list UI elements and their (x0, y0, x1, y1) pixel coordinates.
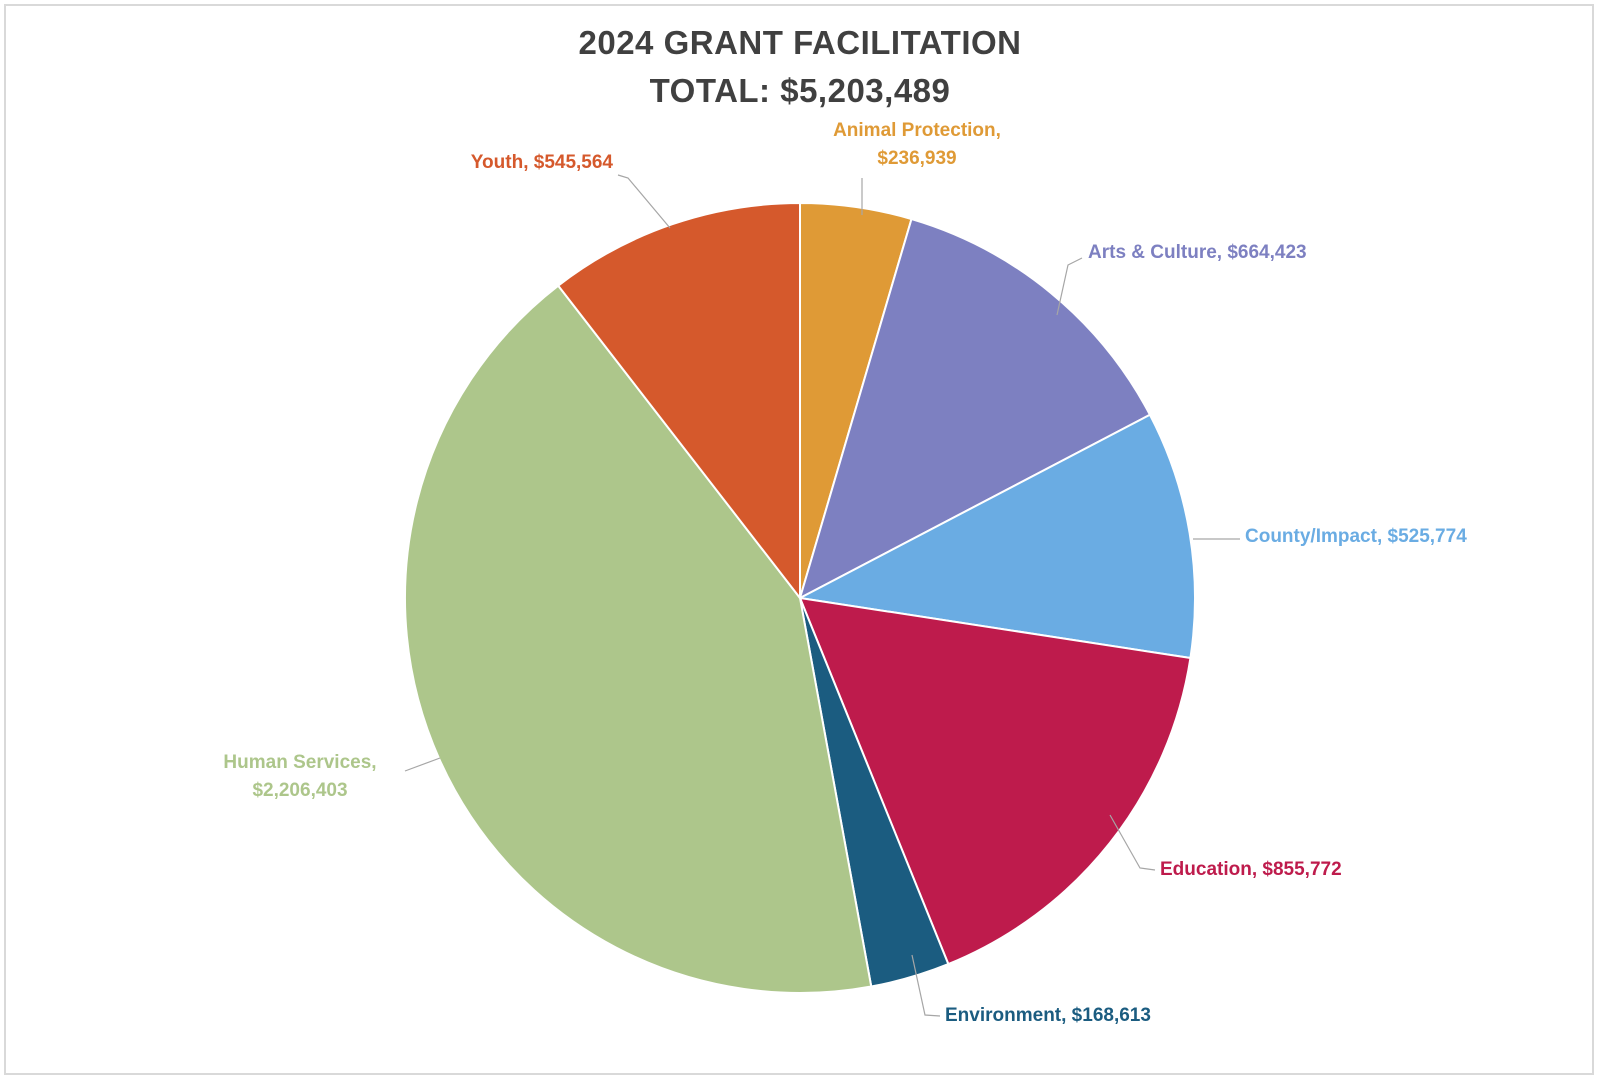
pie-slices (403, 201, 1196, 994)
data-label-category: Human Services, (223, 752, 376, 773)
pie-slice-county-impact (796, 413, 1196, 660)
pie-slice-education (798, 596, 1192, 966)
data-label-value: $2,206,403 (252, 780, 347, 801)
data-label-county-impact: County/Impact, $525,774 (1245, 526, 1467, 547)
leader-line-human-services (404, 757, 441, 772)
data-labels: Animal Protection, $236,939 Arts & Culture… (223, 120, 1467, 1026)
leader-line-arts-culture (1056, 257, 1083, 316)
data-label-education: Education, $855,772 (1160, 859, 1342, 880)
pie-slice-youth (556, 201, 801, 601)
leader-line-environment (911, 954, 941, 1017)
pie-slice-arts-culture (798, 217, 1152, 600)
leader-line-education (1109, 814, 1156, 871)
leader-line-youth (617, 174, 671, 229)
data-label-arts-culture: Arts & Culture, $664,423 (1088, 242, 1307, 263)
chart-title: 2024 GRANT FACILITATION (578, 24, 1022, 61)
leader-lines (404, 174, 1240, 1017)
data-label-environment: Environment, $168,613 (945, 1005, 1151, 1026)
data-label-human-services: Human Services, $2,206,403 (223, 752, 376, 801)
chart-subtitle: TOTAL: $5,203,489 (649, 72, 951, 109)
data-label-animal-protection: Animal Protection, $236,939 (833, 120, 1001, 169)
data-label-category: Animal Protection, (833, 120, 1001, 141)
data-label-youth: Youth, $545,564 (471, 152, 614, 173)
data-label-value: $236,939 (877, 148, 956, 169)
pie-slice-human-services (403, 284, 873, 994)
